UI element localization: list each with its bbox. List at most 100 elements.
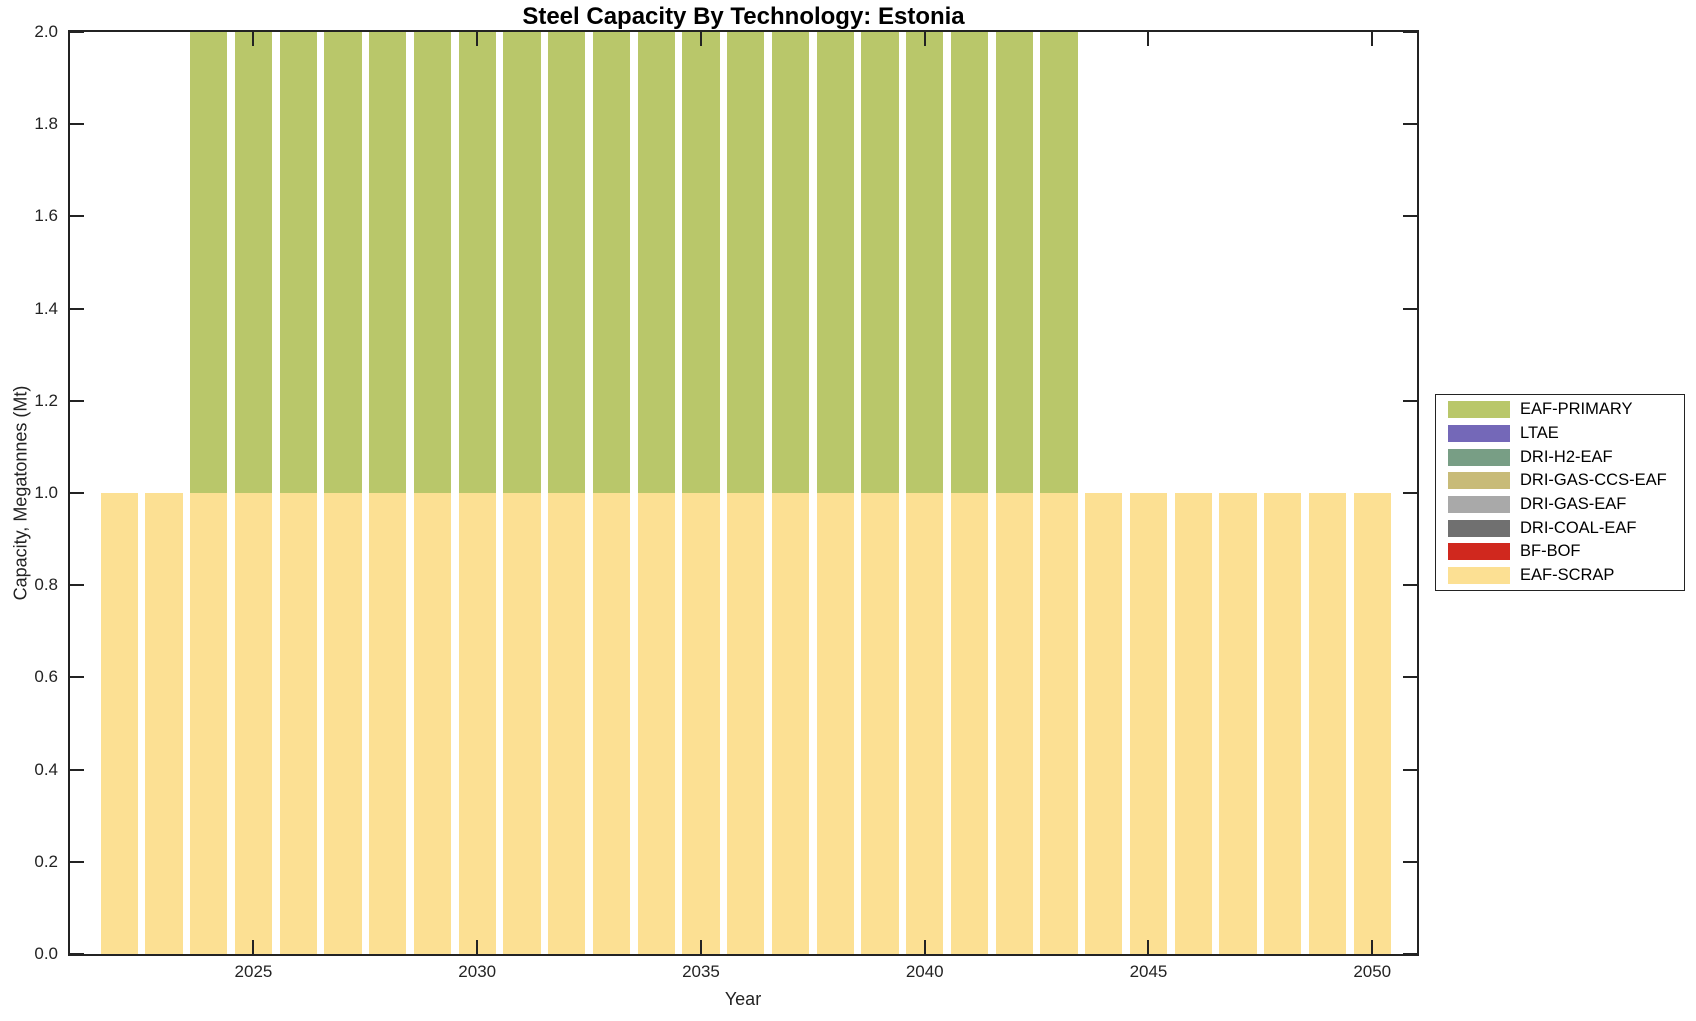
bar-eaf-scrap-2041 — [950, 493, 989, 954]
legend-item-eaf-primary: EAF-PRIMARY — [1436, 398, 1684, 422]
x-tick-bottom — [1371, 940, 1374, 954]
legend-swatch-eaf-scrap — [1448, 567, 1510, 585]
bar-eaf-scrap-2028 — [369, 493, 407, 954]
plot-area — [68, 30, 1419, 956]
x-tick-top — [699, 32, 702, 46]
legend-item-bf-bof: BF-BOF — [1436, 540, 1684, 564]
y-tick-right — [1403, 768, 1417, 771]
legend-item-ltae: LTAE — [1436, 422, 1684, 446]
y-tick-left — [70, 768, 84, 771]
bar-eaf-primary-2032 — [548, 32, 586, 493]
legend-label: DRI-GAS-CCS-EAF — [1520, 471, 1667, 490]
legend-item-dri-gas-eaf: DRI-GAS-EAF — [1436, 493, 1684, 517]
legend-label: DRI-COAL-EAF — [1520, 518, 1637, 537]
legend-item-dri-gas-ccs-eaf: DRI-GAS-CCS-EAF — [1436, 469, 1684, 493]
bar-eaf-scrap-2045 — [1129, 493, 1168, 954]
bar-eaf-scrap-2048 — [1264, 493, 1302, 954]
legend-swatch-dri-coal-eaf — [1448, 519, 1510, 537]
bar-eaf-scrap-2039 — [861, 493, 899, 954]
y-tick-label: 0.2 — [34, 851, 58, 871]
bar-eaf-scrap-2046 — [1174, 493, 1212, 954]
x-tick-top — [1147, 32, 1150, 46]
y-tick-right — [1403, 860, 1417, 863]
bar-eaf-scrap-2030 — [458, 493, 496, 954]
bar-eaf-scrap-2032 — [548, 493, 586, 954]
legend-item-dri-coal-eaf: DRI-COAL-EAF — [1436, 516, 1684, 540]
x-tick-label: 2035 — [682, 962, 720, 981]
legend-swatch-ltae — [1448, 425, 1510, 443]
bar-eaf-primary-2038 — [816, 32, 854, 493]
y-tick-label: 0.0 — [34, 944, 58, 963]
bar-eaf-primary-2036 — [727, 32, 765, 493]
y-tick-label: 1.8 — [34, 114, 58, 134]
bar-eaf-primary-2026 — [279, 32, 317, 493]
y-tick-right — [1403, 399, 1417, 402]
bar-eaf-scrap-2025 — [234, 493, 273, 954]
bar-eaf-scrap-2033 — [592, 493, 631, 954]
legend-item-dri-h2-eaf: DRI-H2-EAF — [1436, 445, 1684, 469]
y-tick-right — [1403, 215, 1417, 218]
y-tick-right — [1403, 953, 1417, 955]
bar-eaf-primary-2035 — [682, 32, 720, 493]
bar-eaf-scrap-2036 — [727, 493, 765, 954]
bar-eaf-scrap-2031 — [503, 493, 541, 954]
legend-label: DRI-H2-EAF — [1520, 447, 1613, 466]
y-tick-right — [1403, 492, 1417, 494]
bar-eaf-scrap-2022 — [100, 493, 138, 954]
bar-eaf-scrap-2034 — [637, 493, 675, 954]
bar-eaf-scrap-2040 — [906, 493, 944, 954]
x-tick-top — [1371, 32, 1374, 46]
y-tick-right — [1403, 676, 1417, 679]
x-tick-top — [923, 32, 926, 46]
x-tick-bottom — [699, 940, 702, 954]
bar-eaf-primary-2030 — [458, 32, 496, 493]
bar-eaf-scrap-2043 — [1040, 493, 1078, 954]
x-tick-label: 2050 — [1353, 962, 1392, 981]
y-tick-label: 1.2 — [34, 390, 58, 410]
bar-eaf-primary-2027 — [324, 32, 362, 493]
bar-eaf-primary-2033 — [592, 32, 631, 493]
y-tick-right — [1403, 584, 1417, 587]
x-axis-label: Year — [724, 989, 762, 1009]
bar-eaf-scrap-2027 — [324, 493, 362, 954]
bar-eaf-primary-2042 — [995, 32, 1033, 493]
x-tick-label: 2040 — [905, 962, 944, 981]
y-tick-left — [70, 399, 84, 402]
bar-eaf-scrap-2026 — [279, 493, 317, 954]
bar-eaf-scrap-2024 — [190, 493, 228, 954]
legend-label: BF-BOF — [1520, 542, 1581, 561]
y-tick-label: 1.6 — [34, 206, 58, 226]
bar-eaf-primary-2029 — [413, 32, 452, 493]
bar-eaf-scrap-2042 — [995, 493, 1033, 954]
y-tick-left — [70, 676, 84, 679]
y-tick-left — [70, 860, 84, 863]
legend-swatch-dri-gas-ccs-eaf — [1448, 472, 1510, 490]
bar-eaf-scrap-2029 — [413, 493, 452, 954]
bar-eaf-scrap-2038 — [816, 493, 854, 954]
bar-eaf-primary-2040 — [906, 32, 944, 493]
x-tick-bottom — [923, 940, 926, 954]
legend-swatch-bf-bof — [1448, 543, 1510, 561]
y-tick-left — [70, 31, 84, 33]
bar-eaf-scrap-2049 — [1308, 493, 1347, 954]
x-tick-bottom — [476, 940, 479, 954]
bar-eaf-scrap-2050 — [1353, 493, 1391, 954]
legend: EAF-PRIMARY LTAE DRI-H2-EAF DRI-GAS-CCS-EAF… — [1435, 394, 1685, 591]
y-tick-label: 0.6 — [34, 667, 58, 687]
bar-eaf-primary-2034 — [637, 32, 675, 493]
y-tick-left — [70, 123, 84, 126]
bar-eaf-scrap-2037 — [771, 493, 810, 954]
x-tick-top — [476, 32, 479, 46]
bar-eaf-primary-2025 — [234, 32, 273, 493]
y-tick-left — [70, 492, 84, 494]
legend-swatch-dri-h2-eaf — [1448, 448, 1510, 466]
bar-eaf-primary-2024 — [190, 32, 228, 493]
y-tick-left — [70, 215, 84, 218]
x-tick-bottom — [252, 940, 255, 954]
legend-item-eaf-scrap: EAF-SCRAP — [1436, 564, 1684, 588]
y-tick-left — [70, 953, 84, 955]
y-tick-right — [1403, 31, 1417, 33]
x-tick-label: 2025 — [234, 962, 273, 981]
bar-eaf-primary-2041 — [950, 32, 989, 493]
